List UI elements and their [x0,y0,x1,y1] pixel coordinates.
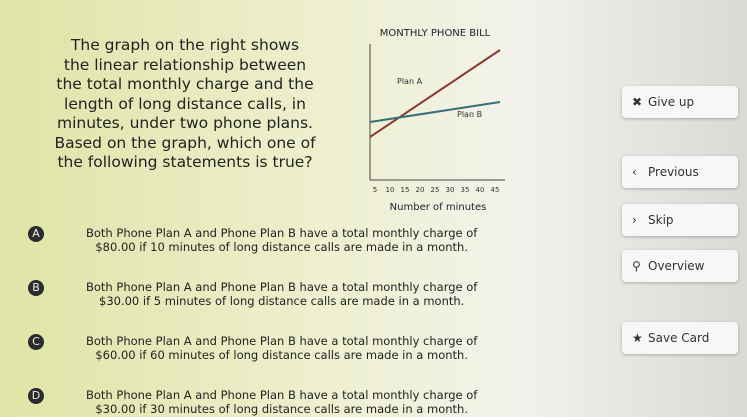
x-tick-label: 35 [461,186,470,194]
graph-title: MONTHLY PHONE BILL [380,28,491,39]
button[interactable]: ⚲ Overview [622,250,738,282]
option-line: $60.00 if 60 minutes of long distance ca… [95,348,468,362]
x-tick-label: 45 [491,186,500,194]
plan-b-line [369,101,501,123]
button-icon: ✖ [632,95,643,109]
option-line: $30.00 if 30 minutes of long distance ca… [95,402,468,416]
option-letter: A [28,226,44,242]
x-tick-label: 5 [373,186,377,194]
button-label: Skip [648,213,674,227]
question-line: the linear relationship between [63,55,307,74]
option-letter: B [28,280,44,296]
option-text: Both Phone Plan A and Phone Plan B have … [86,388,477,416]
option-line: Both Phone Plan A and Phone Plan B have … [86,226,478,240]
option-text: Both Phone Plan A and Phone Plan B have … [86,226,477,254]
button[interactable]: ✖ Give up [622,86,738,118]
button[interactable]: ★ Save Card [622,322,738,354]
option[interactable]: B Both Phone Plan A and Phone Plan B have… [28,280,588,312]
button-label: Save Card [648,331,710,345]
question-line: length of long distance calls, in [64,94,306,113]
option[interactable]: A Both Phone Plan A and Phone Plan B have… [28,226,588,258]
button-label: Overview [648,259,705,273]
question-line: The graph on the right shows [70,36,300,54]
question-line: Based on the graph, which one of [54,133,316,152]
button-label: Previous [648,165,699,179]
x-tick-label: 15 [401,186,410,194]
option-line: Both Phone Plan A and Phone Plan B have … [86,334,478,348]
question: The graph on the right shows the linear … [30,36,340,173]
option-letter: D [28,388,44,404]
button-icon: ★ [632,331,643,345]
x-tick-label: 30 [446,186,455,194]
graph: MONTHLY PHONE BILL Plan A Plan B Number … [369,28,505,213]
x-axis-label: Number of minutes [390,202,487,213]
button-icon: ‹ [632,165,637,179]
series-label: Plan A [397,77,423,86]
question-line: the total monthly charge and the [56,75,314,93]
x-tick-label: 25 [431,186,440,194]
button-icon: › [632,213,637,227]
button[interactable]: › Skip [622,204,738,236]
option-letter: C [28,334,44,350]
option[interactable]: D Both Phone Plan A and Phone Plan B have… [28,388,588,420]
option-line: Both Phone Plan A and Phone Plan B have … [86,280,478,294]
x-tick-label: 10 [386,186,395,194]
option[interactable]: C Both Phone Plan A and Phone Plan B have… [28,334,588,366]
series-label: Plan B [457,110,482,119]
x-tick-label: 40 [476,186,485,194]
button[interactable]: ‹ Previous [622,156,738,188]
plan-a-line [369,49,501,138]
button-icon: ⚲ [632,259,641,273]
option-text: Both Phone Plan A and Phone Plan B have … [86,280,477,308]
button-label: Give up [648,95,695,109]
option-text: Both Phone Plan A and Phone Plan B have … [86,334,477,362]
x-tick-label: 20 [416,186,425,194]
option-line: Both Phone Plan A and Phone Plan B have … [86,388,478,402]
option-line: $30.00 if 5 minutes of long distance cal… [99,294,465,308]
option-line: $80.00 if 10 minutes of long distance ca… [95,240,468,254]
question-line: minutes, under two phone plans. [57,114,313,132]
question-line: the following statements is true? [57,153,313,171]
